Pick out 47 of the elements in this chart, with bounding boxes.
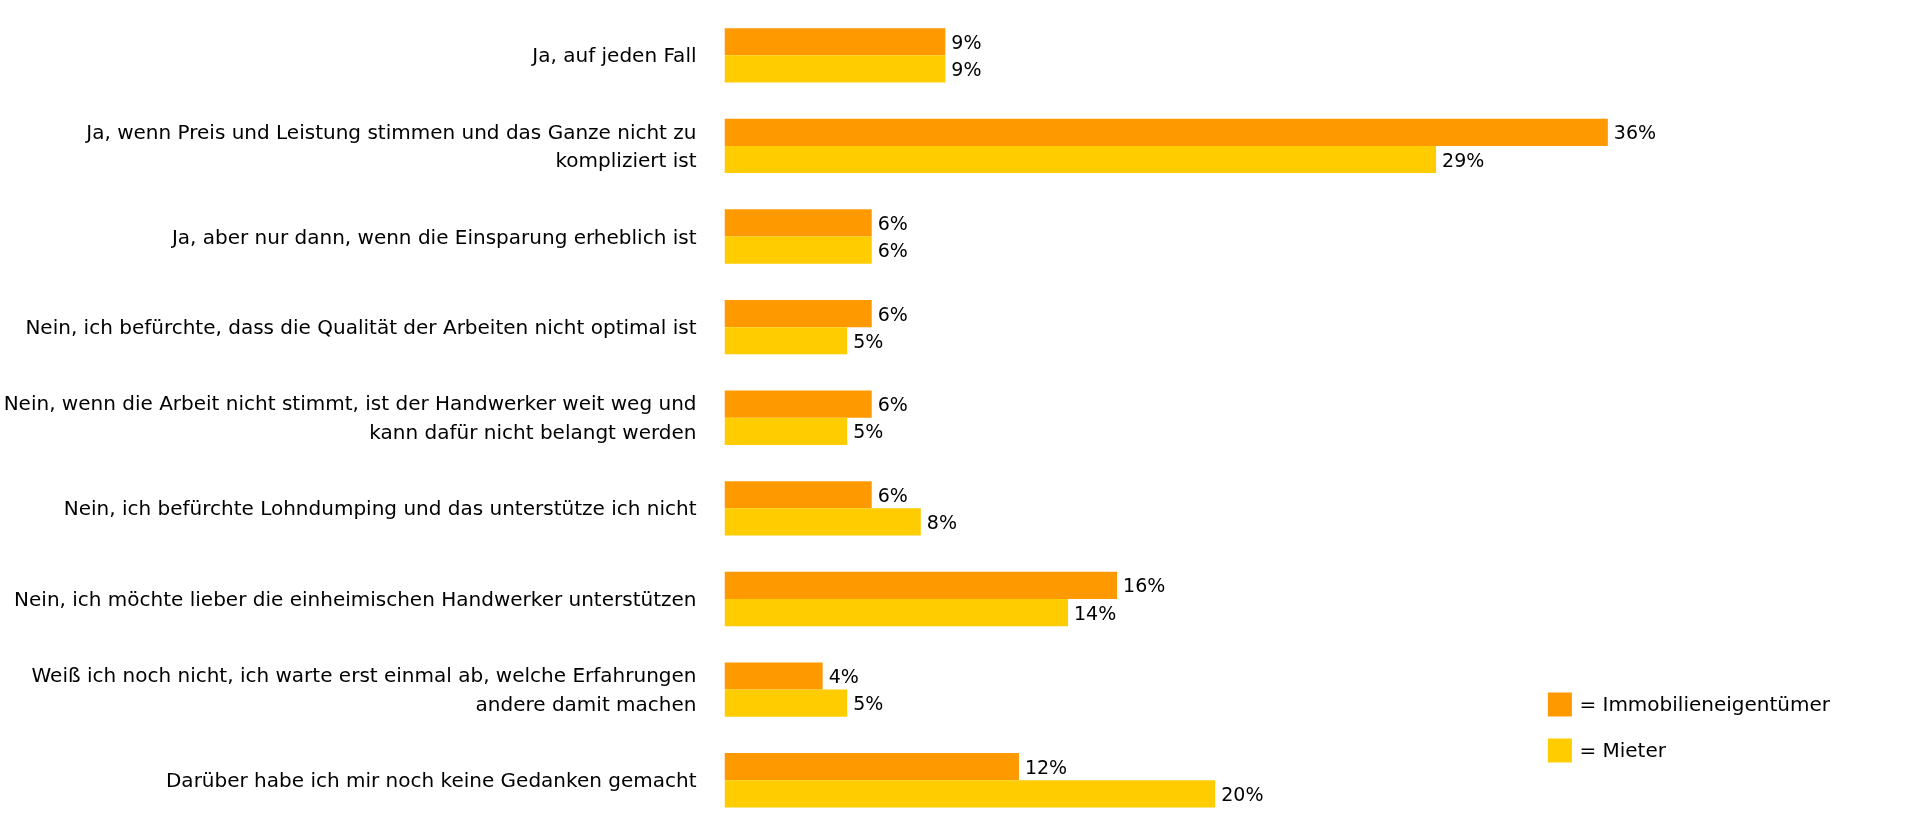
data-label: 5% (853, 329, 884, 352)
bar (724, 236, 872, 264)
data-label: 6% (877, 393, 908, 416)
bar (724, 571, 1118, 599)
y-tick-label: Ja, aber nur dann, wenn die Einsparung erheblich ist (169, 224, 697, 249)
bar (724, 55, 946, 83)
bar (724, 28, 946, 56)
bar (724, 390, 872, 418)
data-label: 5% (853, 692, 884, 715)
data-label: 8% (926, 510, 957, 533)
y-tick-label: Nein, wenn die Arbeit nicht stimmt, ist der Handwerker weit weg und kann dafür nicht belangt werden (3, 391, 697, 445)
y-tick-label: Nein, ich befürchte Lohndumping und das unterstütze ich nicht (63, 496, 697, 521)
bar (724, 327, 848, 355)
bar (724, 481, 872, 509)
bar (724, 662, 823, 690)
data-label: 9% (951, 30, 982, 53)
data-label: 6% (877, 483, 908, 506)
legend-label: = Mieter (1579, 738, 1666, 762)
bar (724, 299, 872, 328)
data-label: 12% (1024, 755, 1068, 778)
y-tick-label: Darüber habe ich mir noch keine Gedanken gemacht (165, 768, 697, 793)
y-tick-label: Ja, wenn Preis und Leistung stimmen und das Ganze nicht zu kompliziert ist (84, 119, 697, 173)
bar (724, 753, 1019, 781)
data-label: 6% (877, 239, 908, 262)
data-label: 16% (1123, 574, 1166, 597)
bar (724, 145, 1437, 174)
bar (724, 508, 921, 536)
data-label: 29% (1442, 148, 1485, 171)
data-label: 4% (828, 665, 859, 687)
y-tick-label: Ja, auf jeden Fall (530, 43, 697, 68)
data-label: 6% (877, 302, 908, 325)
bar (724, 689, 848, 717)
y-tick-label: Nein, ich möchte lieber die einheimischen Handwerker unterstützen (14, 586, 697, 611)
y-tick-label: Weiß ich noch nicht, ich warte erst einmal ab, welche Erfahrungen andere damit machen (31, 663, 697, 716)
data-label: 14% (1074, 601, 1117, 624)
legend-label: = Immobilieneigentümer (1579, 692, 1830, 716)
data-label: 5% (853, 420, 884, 443)
bar (724, 118, 1608, 146)
y-tick-label: Nein, ich befürchte, dass die Qualität der Arbeiten nicht optimal ist (25, 315, 697, 340)
bar (724, 209, 872, 237)
bar (724, 417, 848, 445)
data-label: 20% (1221, 782, 1264, 805)
data-label: 36% (1613, 121, 1657, 144)
bar (724, 780, 1216, 808)
data-label: 9% (951, 57, 982, 80)
bar (724, 598, 1069, 627)
data-label: 6% (877, 211, 908, 234)
